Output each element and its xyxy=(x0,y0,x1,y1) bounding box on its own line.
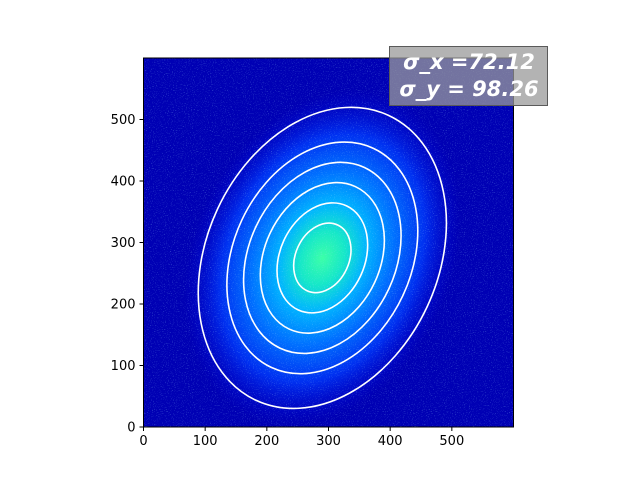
heatmap-noise xyxy=(143,58,514,427)
x-tick-label: 200 xyxy=(254,434,279,449)
contour-ellipse-5 xyxy=(226,141,419,375)
sigma-x-label: σ_x =72.12 xyxy=(403,50,535,74)
x-tick-label: 100 xyxy=(193,434,218,449)
heatmap-plot-area xyxy=(143,58,514,427)
y-axis: 0 100 200 300 400 500 xyxy=(111,113,144,436)
contour-ellipse-4 xyxy=(242,161,402,355)
contour-ellipse-1 xyxy=(292,222,352,294)
gaussian-fit-contours xyxy=(197,106,448,410)
annotation-box xyxy=(389,46,548,106)
x-tick-label: 500 xyxy=(439,434,464,449)
contour-ellipse-3 xyxy=(259,181,386,334)
y-tick-label: 500 xyxy=(111,113,136,128)
y-tick-label: 200 xyxy=(111,298,136,313)
x-tick-label: 0 xyxy=(139,434,147,449)
y-tick-label: 400 xyxy=(111,175,136,190)
contour-ellipse-6 xyxy=(197,106,448,410)
x-tick-label: 300 xyxy=(316,434,341,449)
x-axis: 0 100 200 300 400 500 xyxy=(139,427,464,449)
sigma-annotation: σ_x =72.12 σ_y = 98.26 xyxy=(389,46,548,106)
sigma-y-label: σ_y = 98.26 xyxy=(399,77,538,101)
y-tick-label: 0 xyxy=(127,421,135,436)
y-tick-label: 100 xyxy=(111,359,136,374)
contour-ellipse-2 xyxy=(276,202,369,314)
y-tick-label: 300 xyxy=(111,236,136,251)
x-tick-label: 400 xyxy=(378,434,403,449)
